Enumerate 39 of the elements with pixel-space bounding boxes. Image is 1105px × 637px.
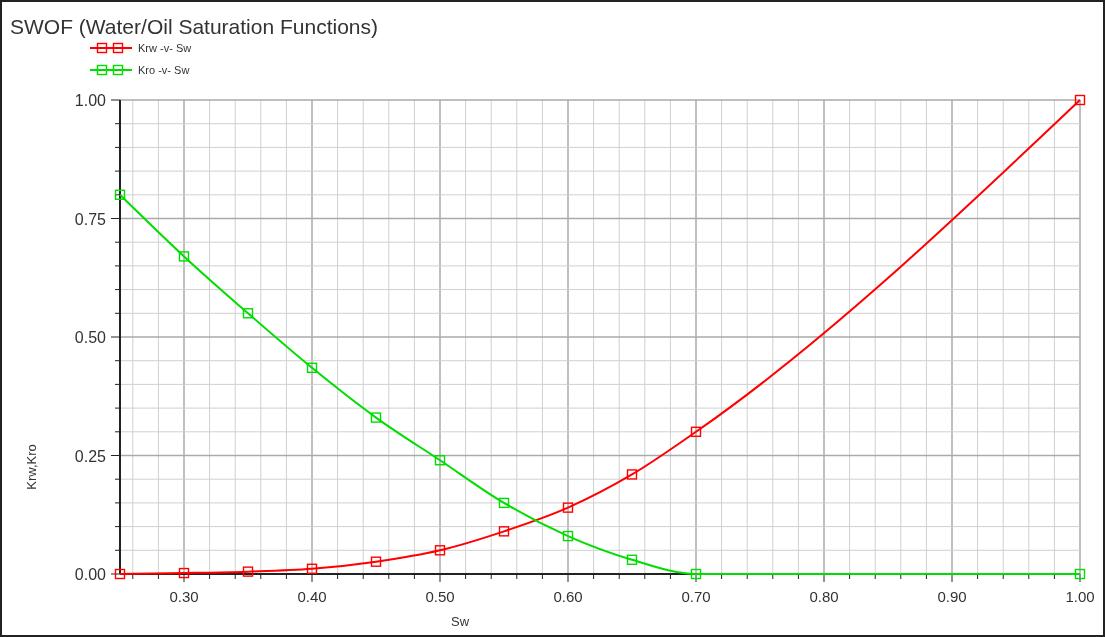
point bbox=[434, 545, 446, 556]
legend-label: Krw -v- Sw bbox=[138, 42, 192, 54]
point bbox=[370, 556, 382, 567]
y-tick-label: 0.00 bbox=[74, 566, 107, 583]
y-tick-label: 1.00 bbox=[74, 92, 107, 109]
y-tick-label: 0.75 bbox=[74, 210, 107, 228]
point bbox=[1074, 94, 1086, 106]
x-tick-label: 0.60 bbox=[553, 588, 583, 605]
point bbox=[370, 412, 382, 423]
x-tick-label: 0.40 bbox=[297, 588, 327, 605]
y-axis-title: Krw,Kro bbox=[24, 444, 39, 490]
x-axis-title: Sw bbox=[450, 614, 470, 629]
point bbox=[114, 189, 126, 200]
x-tick-label: 1.00 bbox=[1065, 588, 1095, 605]
point bbox=[626, 469, 638, 480]
point bbox=[626, 554, 638, 565]
point bbox=[562, 530, 574, 542]
x-tick-label: 0.70 bbox=[681, 588, 711, 605]
point bbox=[498, 497, 510, 509]
point bbox=[690, 426, 702, 437]
x-tick-label: 0.30 bbox=[169, 588, 199, 605]
point bbox=[690, 568, 702, 580]
point bbox=[562, 502, 574, 513]
x-tick-label: 0.50 bbox=[425, 588, 455, 605]
point bbox=[498, 526, 510, 537]
legend-label: Kro -v- Sw bbox=[138, 64, 190, 76]
point bbox=[306, 362, 318, 374]
point bbox=[242, 308, 254, 319]
x-tick-label: 0.90 bbox=[937, 588, 967, 605]
point bbox=[178, 251, 190, 262]
y-tick-label: 0.25 bbox=[74, 447, 107, 465]
point bbox=[178, 567, 190, 579]
y-tick-label: 0.50 bbox=[74, 329, 107, 346]
x-tick-label: 0.80 bbox=[809, 588, 839, 605]
point bbox=[242, 566, 254, 577]
chart-title: SWOF (Water/Oil Saturation Functions) bbox=[10, 15, 378, 38]
point bbox=[114, 568, 126, 580]
point bbox=[306, 563, 318, 574]
point bbox=[434, 455, 446, 466]
